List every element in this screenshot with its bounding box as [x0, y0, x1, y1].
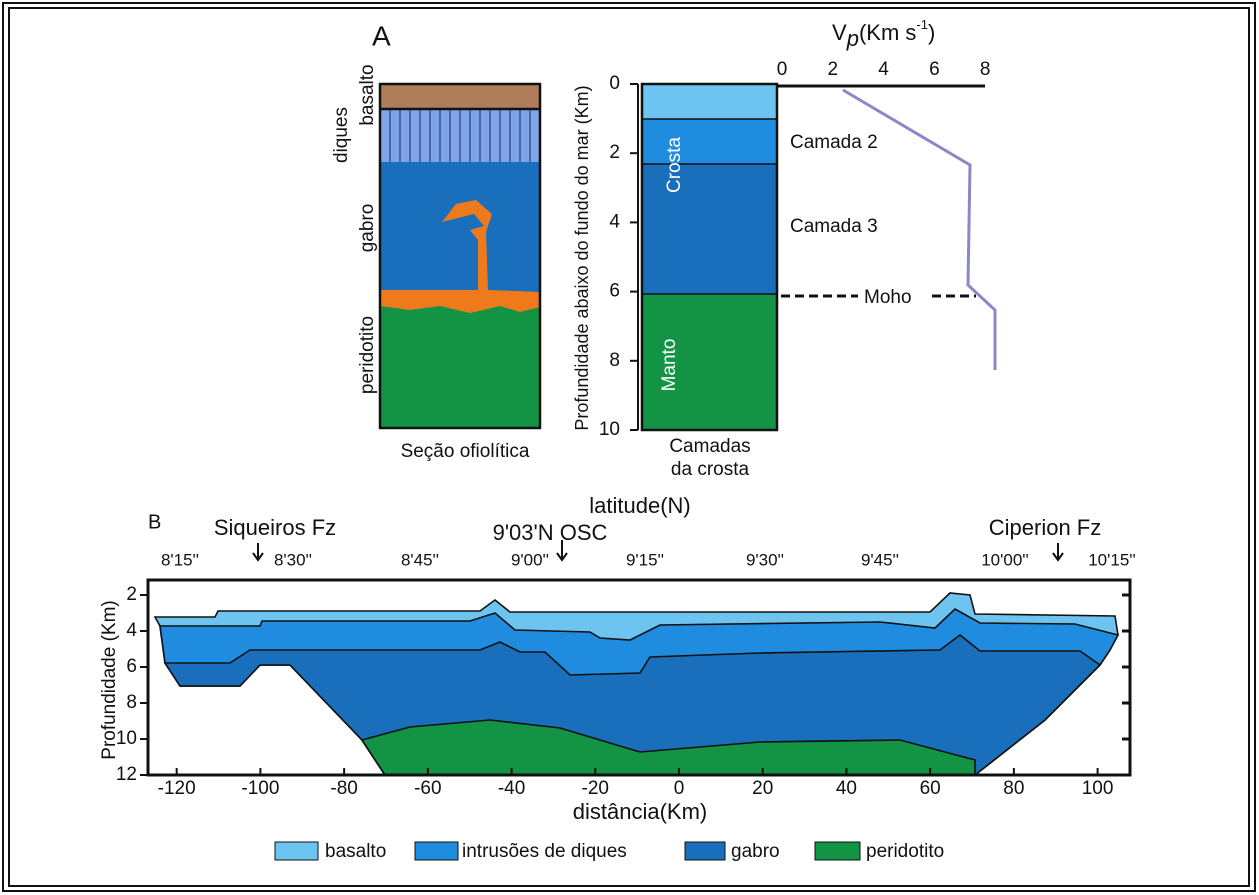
- latitude-label: 8'15'': [161, 550, 199, 569]
- tick-label: 2: [126, 584, 137, 605]
- figure: A basalto diques gabro peridotito Seção …: [0, 0, 1259, 895]
- vp-subscript: p: [846, 26, 859, 51]
- feature-label: Ciperion Fz: [989, 515, 1101, 540]
- axis-title: Profundidade abaixo do fundo do mar (Km): [572, 85, 592, 430]
- latitude-label: 9'45'': [861, 550, 899, 569]
- axis-title: latitude(N): [589, 493, 690, 518]
- tick-label: 8: [126, 692, 137, 713]
- feature-label: Siqueiros Fz: [214, 515, 336, 540]
- tick-label: 4: [609, 211, 620, 232]
- tick-label: 6: [609, 281, 620, 302]
- tick-label: -80: [330, 778, 357, 799]
- tick-label: 8: [609, 350, 620, 371]
- tick-label: 40: [836, 778, 857, 799]
- caption: Seção ofiolítica: [401, 441, 530, 462]
- latitude-label: 8'30'': [274, 550, 312, 569]
- tick-label: 8: [980, 59, 991, 80]
- tick-label: 4: [878, 59, 889, 80]
- tick-label: 6: [929, 59, 940, 80]
- layer-label: Camada 2: [790, 132, 878, 153]
- layer-label: Camada 3: [790, 216, 878, 237]
- legend-label: intrusões de diques: [462, 841, 627, 862]
- tick-label: -60: [414, 778, 441, 799]
- tick-label: -120: [158, 778, 196, 799]
- tick-label: 100: [1082, 778, 1114, 799]
- feature-label: 9'03'N OSC: [493, 520, 608, 545]
- latitude-label: 10'00'': [981, 550, 1029, 569]
- crust-label: Crosta: [664, 137, 685, 193]
- tick-label: 4: [126, 620, 137, 641]
- latitude-label: 9'15'': [626, 550, 664, 569]
- panel-label: A: [372, 20, 391, 51]
- axis-title: distância(Km): [573, 799, 707, 824]
- tick-label: 0: [777, 59, 788, 80]
- tick-label: 0: [674, 778, 685, 799]
- vp-unit: (Km s: [859, 20, 916, 45]
- latitude-label: 9'30'': [746, 550, 784, 569]
- vp-close: ): [928, 20, 935, 45]
- tick-label: 10: [116, 728, 137, 749]
- tick-label: 0: [609, 73, 620, 94]
- moho-label: Moho: [864, 287, 912, 308]
- tick-label: -40: [498, 778, 525, 799]
- tick-label: -100: [241, 778, 279, 799]
- caption: Camadas: [669, 436, 750, 457]
- tick-label: 6: [126, 656, 137, 677]
- mantle-label: Manto: [659, 339, 680, 392]
- vp-exponent: -1: [916, 17, 928, 32]
- tick-label: 2: [609, 142, 620, 163]
- vp-title: Vp(Km s-1): [832, 17, 935, 50]
- latitude-label: 9'00'': [511, 550, 549, 569]
- layer-label: gabro: [357, 204, 378, 253]
- latitude-label: 10'15'': [1088, 550, 1136, 569]
- layer-label: peridotito: [357, 316, 378, 394]
- section: [155, 593, 1118, 775]
- legend-label: basalto: [325, 841, 386, 862]
- legend-label: gabro: [731, 841, 780, 862]
- panel-label: B: [148, 511, 161, 533]
- ophiolite-column: [380, 84, 540, 428]
- tick-label: 2: [828, 59, 839, 80]
- tick-label: -20: [582, 778, 609, 799]
- caption: da crosta: [671, 459, 750, 480]
- tick-label: 20: [752, 778, 773, 799]
- legend-label: peridotito: [866, 841, 944, 862]
- layer-label: basalto: [357, 64, 378, 125]
- layer-label: diques: [331, 107, 352, 163]
- tick-label: 12: [116, 764, 137, 785]
- legend: basalto intrusões de diques gabro perido…: [275, 841, 944, 862]
- tick-label: 10: [599, 419, 620, 440]
- tick-label: 80: [1003, 778, 1024, 799]
- latitude-label: 8'45'': [401, 550, 439, 569]
- vp-symbol: V: [832, 20, 847, 45]
- tick-label: 60: [920, 778, 941, 799]
